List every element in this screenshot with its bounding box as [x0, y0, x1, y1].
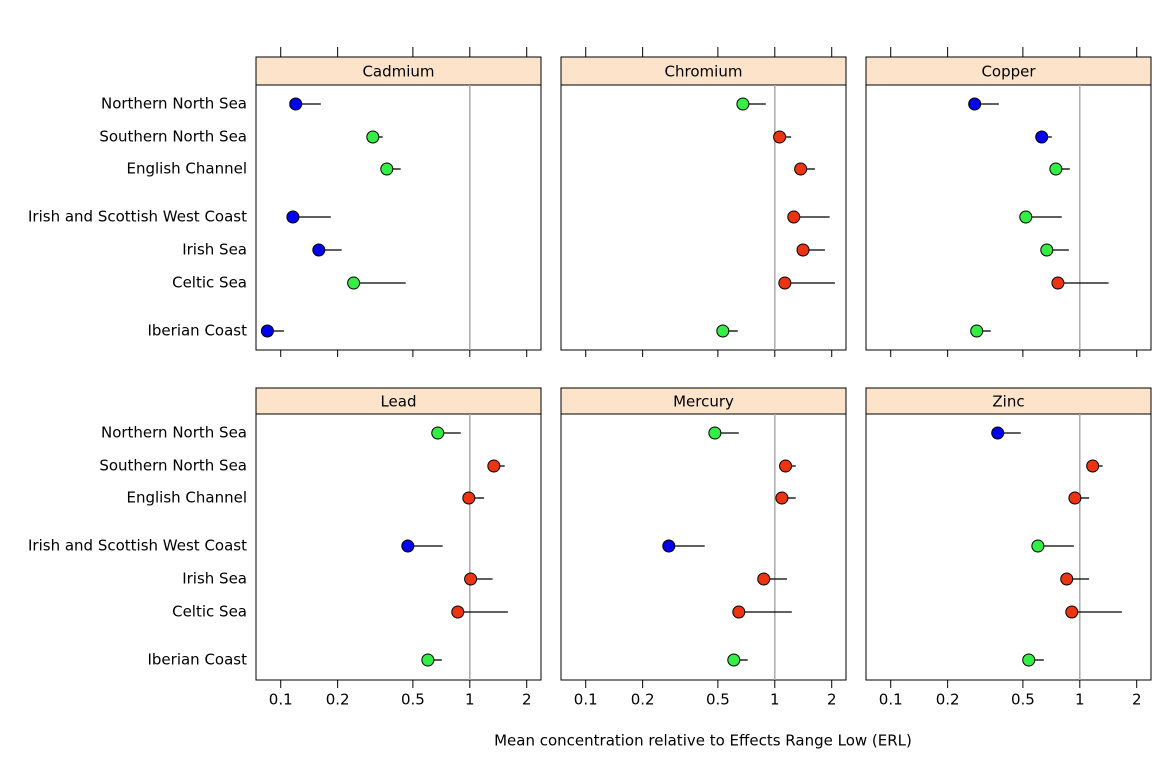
strip — [865, 56, 1152, 86]
dot — [431, 426, 445, 440]
dot — [736, 97, 750, 111]
panel-frame — [560, 413, 847, 681]
dot — [775, 491, 789, 505]
dot — [1040, 243, 1054, 257]
dot — [1086, 459, 1100, 473]
x-tick-label: 2 — [827, 691, 837, 709]
dot — [757, 572, 771, 586]
dot — [1051, 276, 1065, 290]
strip — [255, 56, 542, 86]
dot — [662, 539, 676, 553]
category-label: Northern North Sea — [101, 424, 247, 442]
panel-title: Chromium — [665, 63, 743, 81]
x-tick-label: 0.1 — [269, 691, 293, 709]
strip — [560, 56, 847, 86]
panel-title: Zinc — [992, 393, 1024, 411]
category-label: Irish Sea — [182, 241, 247, 259]
category-label: Irish and Scottish West Coast — [28, 537, 247, 555]
x-tick-label: 1 — [770, 691, 780, 709]
dot — [286, 210, 300, 224]
dot — [401, 539, 415, 553]
category-label: Southern North Sea — [99, 128, 247, 146]
panel-frame — [560, 84, 847, 351]
x-tick-label: 0.2 — [326, 691, 350, 709]
dot — [487, 459, 501, 473]
category-label: Celtic Sea — [172, 274, 247, 292]
dot — [1035, 130, 1049, 144]
category-label: Iberian Coast — [147, 322, 247, 340]
dot — [366, 130, 380, 144]
dot — [991, 426, 1005, 440]
x-tick-label: 1 — [465, 691, 475, 709]
dot — [727, 653, 741, 667]
dot — [778, 276, 792, 290]
x-tick-label: 1 — [1075, 691, 1085, 709]
x-tick-label: 0.5 — [1011, 691, 1035, 709]
dot — [1060, 572, 1074, 586]
panel-title: Mercury — [673, 393, 734, 411]
dot — [968, 97, 982, 111]
dot — [464, 572, 478, 586]
category-label: Iberian Coast — [147, 651, 247, 669]
dot — [1049, 162, 1063, 176]
panel-title: Cadmium — [362, 63, 434, 81]
dot — [708, 426, 722, 440]
panel-frame — [865, 413, 1152, 681]
x-tick-label: 0.2 — [936, 691, 960, 709]
category-label: English Channel — [126, 160, 247, 178]
category-label: Southern North Sea — [99, 457, 247, 475]
dot — [1068, 491, 1082, 505]
category-label: Irish Sea — [182, 570, 247, 588]
dot — [1065, 605, 1079, 619]
category-label: Celtic Sea — [172, 603, 247, 621]
dot — [260, 324, 274, 338]
dot — [970, 324, 984, 338]
dot — [380, 162, 394, 176]
dot — [1022, 653, 1036, 667]
x-tick-label: 0.1 — [879, 691, 903, 709]
dot — [421, 653, 435, 667]
x-tick-label: 0.1 — [574, 691, 598, 709]
panel-title: Copper — [981, 63, 1036, 81]
panel-title: Lead — [380, 393, 416, 411]
x-tick-label: 0.2 — [631, 691, 655, 709]
panel-frame — [255, 413, 542, 681]
panel-frame — [865, 84, 1152, 351]
dot — [796, 243, 810, 257]
dot — [451, 605, 465, 619]
dot — [347, 276, 361, 290]
dot — [289, 97, 303, 111]
x-tick-label: 2 — [522, 691, 532, 709]
dot — [732, 605, 746, 619]
dot — [1031, 539, 1045, 553]
dot — [794, 162, 808, 176]
x-tick-label: 2 — [1132, 691, 1142, 709]
strip — [560, 387, 847, 415]
panel-frame — [255, 84, 542, 351]
category-label: Irish and Scottish West Coast — [28, 208, 247, 226]
x-axis-label: Mean concentration relative to Effects R… — [494, 732, 912, 750]
dot — [787, 210, 801, 224]
dot — [773, 130, 787, 144]
x-tick-label: 0.5 — [401, 691, 425, 709]
dot — [462, 491, 476, 505]
category-label: Northern North Sea — [101, 95, 247, 113]
dot — [779, 459, 793, 473]
strip — [255, 387, 542, 415]
category-label: English Channel — [126, 489, 247, 507]
x-tick-label: 0.5 — [706, 691, 730, 709]
dot — [716, 324, 730, 338]
dot — [312, 243, 326, 257]
dot — [1019, 210, 1033, 224]
